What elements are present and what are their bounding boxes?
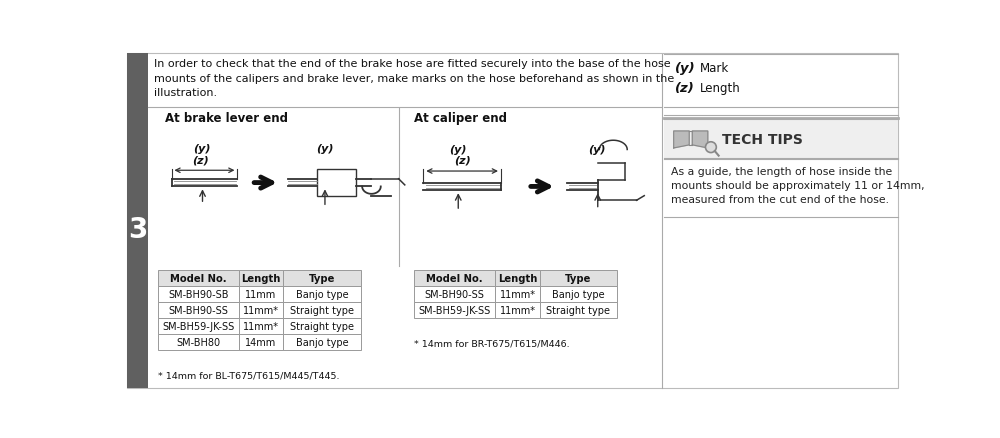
Text: 11mm*: 11mm* [500,305,536,315]
Text: SM-BH80: SM-BH80 [176,338,220,348]
Text: (y): (y) [675,62,696,75]
Polygon shape [674,132,689,148]
Text: (z): (z) [454,155,471,165]
Text: Straight type: Straight type [546,305,610,315]
Text: Banjo type: Banjo type [296,289,348,299]
Text: Model No.: Model No. [170,273,227,283]
Text: (y): (y) [588,145,606,155]
Text: Length: Length [498,273,537,283]
Text: SM-BH90-SS: SM-BH90-SS [168,305,228,315]
Text: Type: Type [565,273,592,283]
Text: TECH TIPS: TECH TIPS [722,133,803,147]
Bar [239,318,283,335]
Bar [127,54,148,388]
Text: SM-BH90-SS: SM-BH90-SS [425,289,485,299]
Bar [495,302,540,318]
Text: 11mm*: 11mm* [500,289,536,299]
Text: Type: Type [309,273,335,283]
Bar [495,270,540,286]
Bar [239,302,283,318]
Bar [239,270,283,286]
Bar [540,286,617,302]
Text: SM-BH59-JK-SS: SM-BH59-JK-SS [162,321,234,332]
Bar [540,302,617,318]
Bar [317,170,356,197]
Text: Length: Length [241,273,281,283]
Text: Model No.: Model No. [426,273,483,283]
Bar [283,335,361,351]
Text: Mark: Mark [700,62,729,75]
Bar [664,119,898,159]
Text: Straight type: Straight type [290,305,354,315]
Text: Banjo type: Banjo type [296,338,348,348]
Bar [414,270,495,286]
Text: As a guide, the length of hose inside the
mounts should be approximately 11 or 1: As a guide, the length of hose inside th… [671,166,924,205]
Bar [283,270,361,286]
Bar [239,286,283,302]
Text: SM-BH90-SB: SM-BH90-SB [168,289,228,299]
Text: 11mm*: 11mm* [243,305,279,315]
Text: SM-BH59-JK-SS: SM-BH59-JK-SS [419,305,491,315]
Text: Banjo type: Banjo type [552,289,605,299]
Bar [540,270,617,286]
Text: Straight type: Straight type [290,321,354,332]
Text: (y): (y) [449,145,466,155]
Bar [283,286,361,302]
Text: (y): (y) [193,143,211,153]
Circle shape [705,142,716,153]
Text: 14mm: 14mm [245,338,277,348]
Bar [158,286,239,302]
Bar [239,335,283,351]
Text: Length: Length [700,82,741,95]
Bar [158,335,239,351]
Text: In order to check that the end of the brake hose are fitted securely into the ba: In order to check that the end of the br… [154,59,675,98]
Text: (z): (z) [192,155,209,165]
Bar [414,286,495,302]
Bar [158,302,239,318]
Text: (y): (y) [316,143,333,153]
Text: At caliper end: At caliper end [414,112,507,125]
Bar [414,302,495,318]
Text: 3: 3 [128,215,147,243]
Bar [283,302,361,318]
Text: At brake lever end: At brake lever end [165,112,288,125]
Bar [158,318,239,335]
Bar [158,270,239,286]
Bar [495,286,540,302]
Text: * 14mm for BR-T675/T615/M446.: * 14mm for BR-T675/T615/M446. [414,338,570,347]
Text: 11mm: 11mm [245,289,277,299]
Text: (z): (z) [675,82,695,95]
Bar [283,318,361,335]
Text: 11mm*: 11mm* [243,321,279,332]
Polygon shape [692,132,708,148]
Text: * 14mm for BL-T675/T615/M445/T445.: * 14mm for BL-T675/T615/M445/T445. [158,371,339,380]
